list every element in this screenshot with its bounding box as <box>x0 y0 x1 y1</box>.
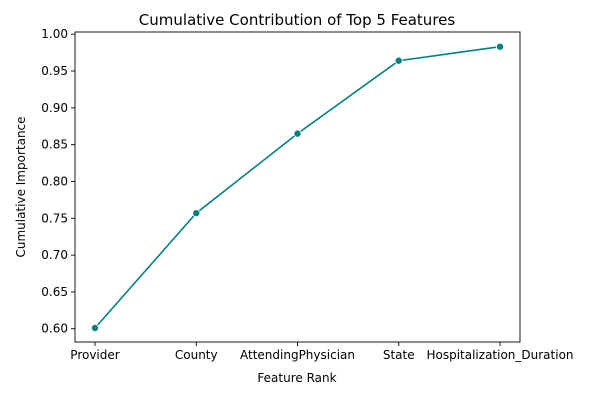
chart-title: Cumulative Contribution of Top 5 Feature… <box>139 11 456 29</box>
y-axis-label: Cumulative Importance <box>14 116 28 257</box>
data-point <box>293 129 302 138</box>
y-tick-label: 0.85 <box>41 138 68 152</box>
plot-frame <box>74 31 521 343</box>
y-tick-label: 0.65 <box>41 285 68 299</box>
y-tick-label: 0.75 <box>41 211 68 225</box>
x-tick-label: County <box>175 348 218 362</box>
x-axis-label: Feature Rank <box>257 371 336 385</box>
data-point <box>394 56 403 65</box>
y-tick-label: 0.60 <box>41 322 68 336</box>
data-point <box>192 209 201 218</box>
x-tick-label: AttendingPhysician <box>240 348 355 362</box>
series-line <box>94 45 501 329</box>
y-tick-label: 0.90 <box>41 101 68 115</box>
y-tick-label: 1.00 <box>41 27 68 41</box>
plot-area: 0.60 0.65 0.70 0.75 0.80 0.85 0.90 0.95 1.00 Prov… <box>41 27 573 362</box>
x-tick-label: Provider <box>70 348 119 362</box>
y-tick-label: 0.80 <box>41 174 68 188</box>
y-tick-label: 0.70 <box>41 248 68 262</box>
x-tick-label: State <box>383 348 415 362</box>
data-point <box>91 324 100 333</box>
data-point <box>495 42 504 51</box>
x-tick-label: Hospitalization_Duration <box>426 348 573 362</box>
y-tick-label: 0.95 <box>41 64 68 78</box>
